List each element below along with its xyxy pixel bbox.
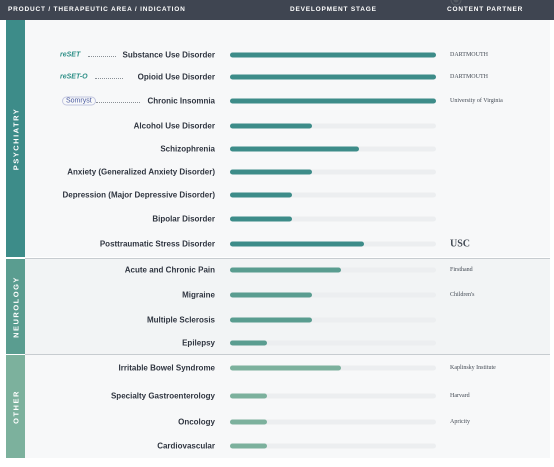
- area-divider: [25, 258, 550, 259]
- area-divider: [25, 354, 550, 355]
- stage-track: [230, 393, 436, 399]
- indication-label: Posttraumatic Stress Disorder: [99, 239, 215, 249]
- progress-bar: [230, 443, 268, 449]
- indication-label: Acute and Chronic Pain: [124, 265, 215, 275]
- indication-label: Bipolar Disorder: [152, 214, 215, 224]
- progress-bar: [230, 216, 292, 222]
- progress-bar: [230, 241, 364, 247]
- progress-bar: [230, 74, 436, 80]
- content-partner-logo: Harvard: [450, 393, 470, 399]
- indication-label: Depression (Major Depressive Disorder): [62, 190, 216, 200]
- progress-bar: [230, 267, 341, 273]
- indication-label: Chronic Insomnia: [147, 96, 215, 106]
- indication-label: Multiple Sclerosis: [146, 315, 215, 325]
- progress-bar: [230, 340, 268, 346]
- university-seal-icon: [450, 0, 462, 6]
- content-partner-logo: DARTMOUTH: [450, 52, 488, 58]
- stage-track: [230, 340, 436, 346]
- indication-label: Cardiovascular: [157, 441, 215, 451]
- product-brand-logo: reSET: [60, 51, 81, 59]
- area-sidebar-psychiatry: PSYCHIATRY: [6, 20, 25, 257]
- area-label: OTHER: [11, 389, 20, 424]
- progress-bar: [230, 98, 436, 104]
- progress-bar: [230, 169, 313, 175]
- progress-bar: [230, 146, 359, 152]
- indication-label: Schizophrenia: [160, 144, 215, 154]
- indication-label: Substance Use Disorder: [122, 50, 215, 60]
- progress-bar: [230, 317, 313, 323]
- partner-column-header: CONTENT PARTNER: [447, 6, 524, 13]
- stage-track: [230, 443, 436, 449]
- progress-bar: [230, 292, 313, 298]
- progress-bar: [230, 123, 313, 129]
- indication-label: Specialty Gastroenterology: [110, 391, 215, 401]
- stage-track: [230, 216, 436, 222]
- progress-bar: [230, 393, 268, 399]
- leader-dots: [96, 102, 140, 103]
- stage-column-header: DEVELOPMENT STAGE: [290, 6, 377, 13]
- stage-track: [230, 169, 436, 175]
- area-sidebar-neurology: NEUROLOGY: [6, 259, 25, 354]
- stage-track: [230, 192, 436, 198]
- content-partner-logo: University of Virginia: [450, 98, 503, 104]
- content-partner-logo: Children's: [450, 292, 475, 298]
- stage-track: [230, 123, 436, 129]
- progress-bar: [230, 52, 436, 58]
- product-column-header: PRODUCT / THERAPEUTIC AREA / INDICATION: [8, 6, 186, 13]
- leader-dots: [88, 56, 116, 57]
- table-header: PRODUCT / THERAPEUTIC AREA / INDICATION …: [0, 0, 554, 20]
- content-partner-logo: USC: [450, 238, 471, 250]
- stage-track: [230, 317, 436, 323]
- stage-track: [230, 419, 436, 425]
- indication-label: Alcohol Use Disorder: [133, 121, 215, 131]
- area-label: NEUROLOGY: [11, 275, 20, 338]
- progress-bar: [230, 419, 268, 425]
- progress-bar: [230, 192, 292, 198]
- content-partner-logo: DARTMOUTH: [450, 74, 488, 80]
- indication-label: Migraine: [182, 290, 215, 300]
- area-label: PSYCHIATRY: [11, 107, 20, 170]
- indication-label: Anxiety (Generalized Anxiety Disorder): [67, 167, 215, 177]
- area-band: [25, 259, 550, 354]
- area-sidebar-other: OTHER: [6, 355, 25, 458]
- indication-label: Epilepsy: [182, 338, 215, 348]
- area-band: [25, 355, 550, 458]
- indication-label: Opioid Use Disorder: [137, 72, 215, 82]
- progress-bar: [230, 365, 341, 371]
- leader-dots: [95, 78, 123, 79]
- product-brand-logo: reSET-O: [60, 73, 88, 81]
- content-partner-logo: Apricity: [450, 419, 470, 425]
- content-partner-logo: Firsthand: [450, 267, 473, 273]
- indication-label: Oncology: [178, 417, 215, 427]
- product-brand-logo: Somryst: [62, 96, 96, 106]
- stage-track: [230, 292, 436, 298]
- content-partner-logo: Kaplinsky Institute: [450, 365, 496, 371]
- indication-label: Irritable Bowel Syndrome: [118, 363, 215, 373]
